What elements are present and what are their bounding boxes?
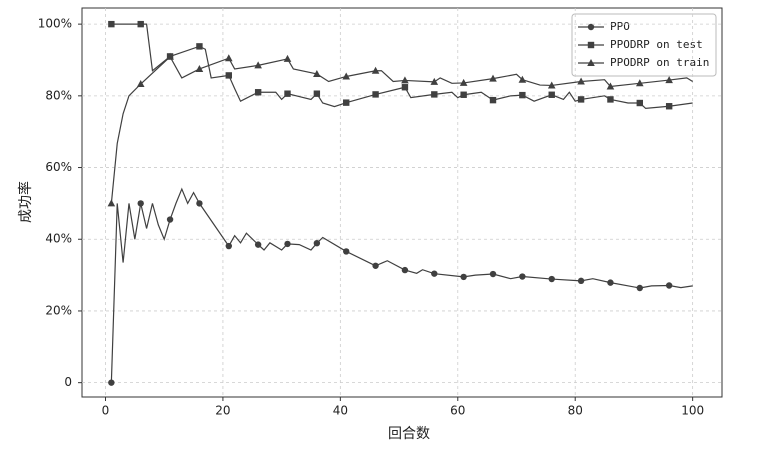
marker bbox=[136, 80, 145, 88]
plot-frame bbox=[81, 7, 723, 398]
marker bbox=[107, 199, 116, 207]
marker bbox=[459, 78, 468, 86]
marker bbox=[254, 61, 262, 69]
marker bbox=[283, 54, 292, 62]
marker bbox=[460, 273, 467, 281]
x-tick-label: 0 bbox=[102, 404, 110, 418]
marker bbox=[489, 96, 497, 104]
marker bbox=[665, 282, 673, 289]
marker bbox=[401, 266, 409, 274]
marker bbox=[548, 275, 555, 283]
marker bbox=[489, 270, 497, 278]
marker bbox=[372, 262, 379, 269]
x-tick-label: 40 bbox=[333, 404, 348, 418]
marker bbox=[137, 200, 144, 207]
marker bbox=[607, 96, 614, 103]
y-tick-label: 80% bbox=[45, 88, 72, 102]
legend-label: PPODRP on train bbox=[610, 56, 709, 69]
marker bbox=[313, 90, 321, 97]
marker bbox=[635, 79, 644, 87]
marker bbox=[606, 82, 615, 90]
marker bbox=[577, 96, 585, 103]
x-tick-label: 20 bbox=[215, 404, 230, 418]
marker bbox=[166, 216, 174, 223]
marker bbox=[166, 52, 174, 60]
marker bbox=[460, 91, 467, 98]
marker bbox=[548, 91, 555, 98]
marker bbox=[430, 77, 439, 85]
marker bbox=[519, 273, 526, 280]
marker bbox=[137, 20, 144, 28]
series-line bbox=[110, 55, 693, 204]
y-tick-label: 0 bbox=[64, 375, 72, 389]
y-tick-label: 100% bbox=[38, 17, 72, 31]
y-tick-label: 20% bbox=[45, 303, 72, 317]
marker bbox=[489, 74, 497, 82]
marker bbox=[519, 91, 526, 99]
x-axis-label: 回合数 bbox=[388, 426, 430, 442]
marker bbox=[401, 84, 409, 91]
marker bbox=[196, 200, 203, 207]
y-tick-label: 40% bbox=[45, 232, 72, 246]
marker bbox=[636, 284, 643, 292]
marker bbox=[587, 59, 595, 66]
legend-frame bbox=[571, 13, 717, 77]
marker bbox=[108, 20, 115, 28]
x-tick-label: 100 bbox=[681, 404, 704, 418]
y-axis-label: 成功率 bbox=[17, 181, 34, 223]
marker bbox=[195, 64, 204, 72]
marker bbox=[577, 77, 585, 85]
marker bbox=[313, 239, 321, 247]
marker bbox=[431, 270, 438, 277]
marker bbox=[431, 91, 438, 98]
marker bbox=[254, 241, 262, 248]
marker bbox=[343, 248, 350, 255]
y-tick-label: 60% bbox=[45, 160, 72, 174]
marker bbox=[401, 76, 409, 84]
marker bbox=[518, 75, 527, 83]
marker bbox=[665, 103, 673, 110]
legend-label: PPO bbox=[610, 20, 630, 33]
x-tick-label: 80 bbox=[568, 404, 583, 418]
marker bbox=[313, 69, 321, 77]
marker bbox=[577, 277, 585, 285]
marker bbox=[547, 81, 556, 89]
marker bbox=[587, 23, 595, 31]
marker bbox=[342, 72, 351, 80]
legend-label: PPODRP on test bbox=[610, 38, 703, 51]
marker bbox=[665, 76, 673, 84]
marker bbox=[343, 99, 350, 106]
marker bbox=[636, 99, 643, 107]
marker bbox=[225, 72, 232, 79]
marker bbox=[607, 279, 614, 286]
x-tick-label: 60 bbox=[450, 404, 465, 418]
marker bbox=[587, 41, 595, 49]
marker bbox=[254, 89, 262, 96]
marker bbox=[108, 379, 115, 386]
marker bbox=[284, 90, 291, 97]
series-line bbox=[110, 187, 693, 383]
marker bbox=[196, 43, 203, 50]
marker bbox=[225, 242, 232, 250]
legend: PPO PPODRP on test PPODRP on train bbox=[571, 13, 717, 77]
marker bbox=[284, 240, 291, 248]
marker bbox=[372, 91, 379, 98]
marker bbox=[371, 66, 380, 74]
marker bbox=[224, 54, 233, 62]
